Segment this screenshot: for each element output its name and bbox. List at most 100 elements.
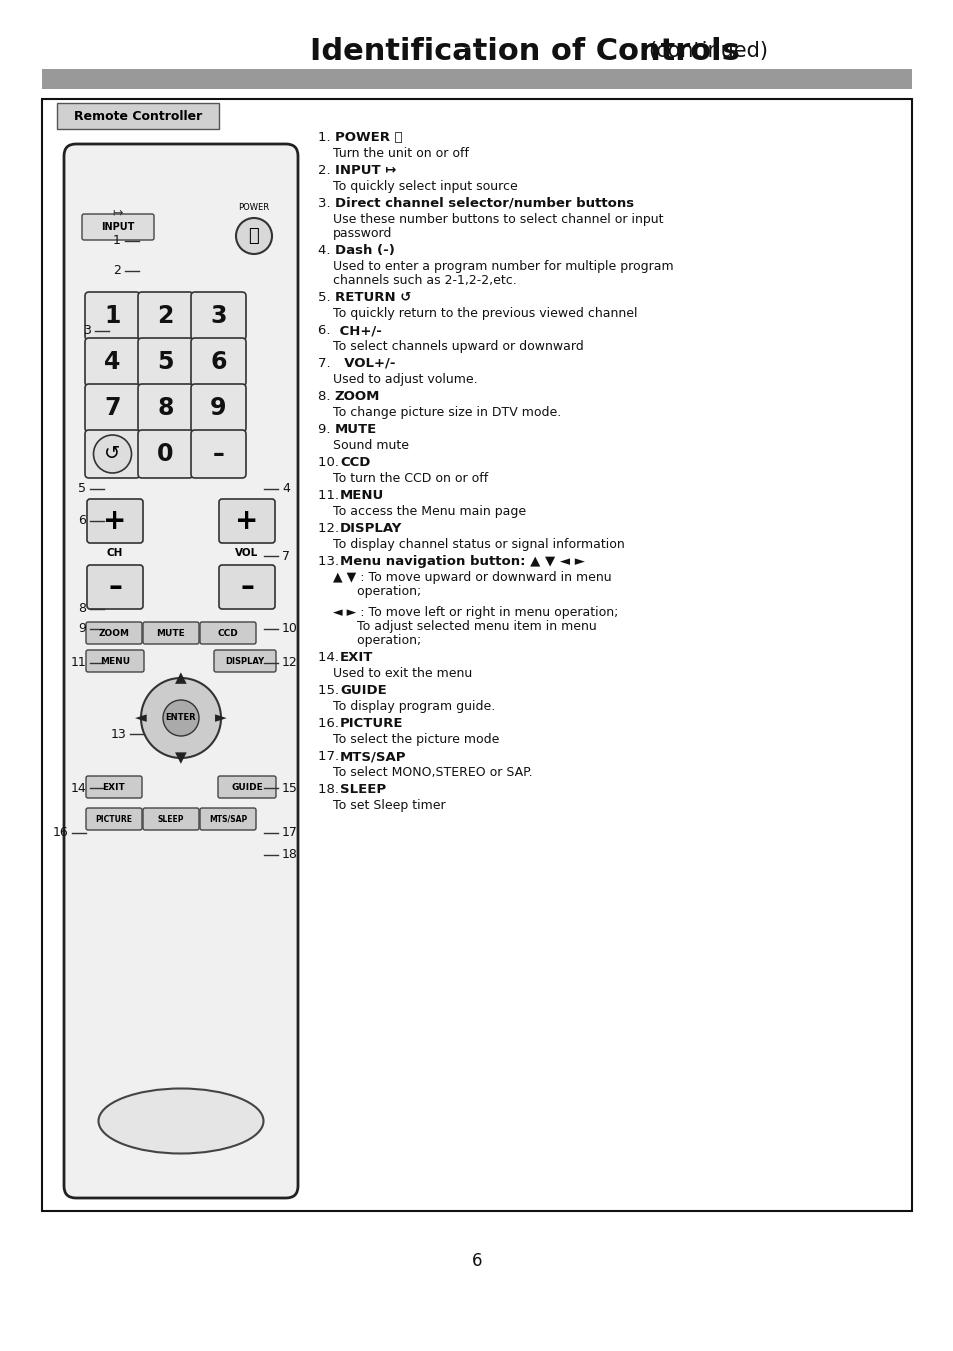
Text: operation;: operation; [333,634,421,647]
FancyBboxPatch shape [86,650,144,671]
Text: To select channels upward or downward: To select channels upward or downward [333,340,583,353]
Text: CH: CH [107,549,123,558]
Text: 12: 12 [282,657,297,670]
Text: SLEEP: SLEEP [340,784,386,796]
Text: ▲ ▼ : To move upward or downward in menu: ▲ ▼ : To move upward or downward in menu [333,571,611,584]
Text: ZOOM: ZOOM [335,390,379,403]
FancyBboxPatch shape [86,775,142,798]
Text: MUTE: MUTE [335,423,376,436]
Text: Turn the unit on or off: Turn the unit on or off [333,147,469,159]
Text: password: password [333,227,392,240]
Text: –: – [240,573,253,601]
FancyBboxPatch shape [143,621,199,644]
Text: 5: 5 [78,482,86,496]
Text: 18: 18 [282,848,297,862]
FancyBboxPatch shape [138,384,193,432]
Text: Identification of Controls(continued): Identification of Controls(continued) [464,46,489,49]
Text: ◄: ◄ [135,711,147,725]
Text: Sound mute: Sound mute [333,439,409,453]
FancyBboxPatch shape [86,621,142,644]
Text: ENTER: ENTER [166,713,196,723]
Text: 17: 17 [282,827,297,839]
Text: PICTURE: PICTURE [95,815,132,824]
Text: 3: 3 [83,324,91,338]
Text: Use these number buttons to select channel or input: Use these number buttons to select chann… [333,213,662,226]
Text: 7.: 7. [317,357,335,370]
Bar [42,99,911,1210]
Text: 14: 14 [71,781,86,794]
Text: 10: 10 [282,623,297,635]
Text: MENU: MENU [340,489,384,503]
Text: 3: 3 [210,304,227,328]
Text: 2: 2 [157,304,173,328]
Text: To turn the CCD on or off: To turn the CCD on or off [333,471,488,485]
Text: Used to enter a program number for multiple program: Used to enter a program number for multi… [333,259,673,273]
Text: –: – [213,442,224,466]
Text: 6: 6 [210,350,227,374]
Text: 13.: 13. [317,555,343,567]
Text: ▲: ▲ [175,670,187,685]
FancyBboxPatch shape [138,430,193,478]
Text: ⏻: ⏻ [249,227,259,245]
Text: 3.: 3. [317,197,335,209]
Text: 0: 0 [157,442,173,466]
FancyBboxPatch shape [143,808,199,830]
FancyBboxPatch shape [138,292,193,340]
Circle shape [93,435,132,473]
Text: +: + [103,507,127,535]
Text: CCD: CCD [340,457,370,469]
Text: EXIT: EXIT [340,651,374,663]
Text: To set Sleep timer: To set Sleep timer [333,798,445,812]
Text: INPUT: INPUT [101,222,134,232]
FancyBboxPatch shape [85,338,140,386]
FancyBboxPatch shape [200,621,255,644]
Text: POWER ⏻: POWER ⏻ [335,131,402,145]
Text: 13: 13 [111,727,126,740]
Circle shape [141,678,221,758]
Text: ZOOM: ZOOM [98,628,130,638]
Text: 4: 4 [104,350,121,374]
Text: To quickly select input source: To quickly select input source [333,180,517,193]
Text: 4: 4 [282,482,290,496]
Text: MTS/SAP: MTS/SAP [340,750,406,763]
Text: To quickly return to the previous viewed channel: To quickly return to the previous viewed… [333,307,637,320]
FancyBboxPatch shape [219,565,274,609]
Text: 8: 8 [157,396,173,420]
Text: PICTURE: PICTURE [340,717,403,730]
Text: To access the Menu main page: To access the Menu main page [333,505,525,517]
Text: VOL: VOL [235,549,258,558]
Text: +: + [235,507,258,535]
Text: 17.: 17. [317,750,343,763]
Text: GUIDE: GUIDE [231,782,263,792]
Text: 2: 2 [113,265,121,277]
FancyBboxPatch shape [191,384,246,432]
Text: –: – [108,573,122,601]
Text: 18.: 18. [317,784,343,796]
Text: 4.: 4. [317,245,335,257]
Text: To change picture size in DTV mode.: To change picture size in DTV mode. [333,407,560,419]
FancyBboxPatch shape [82,213,153,240]
FancyBboxPatch shape [86,808,142,830]
Text: 7: 7 [104,396,121,420]
FancyBboxPatch shape [85,292,140,340]
Text: DISPLAY: DISPLAY [225,657,264,666]
Text: 8.: 8. [317,390,335,403]
Text: 5: 5 [157,350,173,374]
Text: ↦: ↦ [112,207,123,219]
Text: 16.: 16. [317,717,343,730]
Text: Used to adjust volume.: Used to adjust volume. [333,373,477,386]
Text: Direct channel selector/number buttons: Direct channel selector/number buttons [335,197,633,209]
Text: ▼: ▼ [175,751,187,766]
Text: VOL+/-: VOL+/- [335,357,395,370]
FancyBboxPatch shape [85,430,140,478]
Circle shape [163,700,199,736]
Text: 8: 8 [78,603,86,616]
Text: SLEEP: SLEEP [157,815,184,824]
Text: To adjust selected menu item in menu: To adjust selected menu item in menu [333,620,597,634]
Bar [57,103,219,128]
Text: POWER: POWER [238,204,270,212]
Text: 11: 11 [71,657,86,670]
Text: EXIT: EXIT [103,782,125,792]
Text: 5.: 5. [317,290,335,304]
Text: INPUT ↦: INPUT ↦ [335,163,395,177]
